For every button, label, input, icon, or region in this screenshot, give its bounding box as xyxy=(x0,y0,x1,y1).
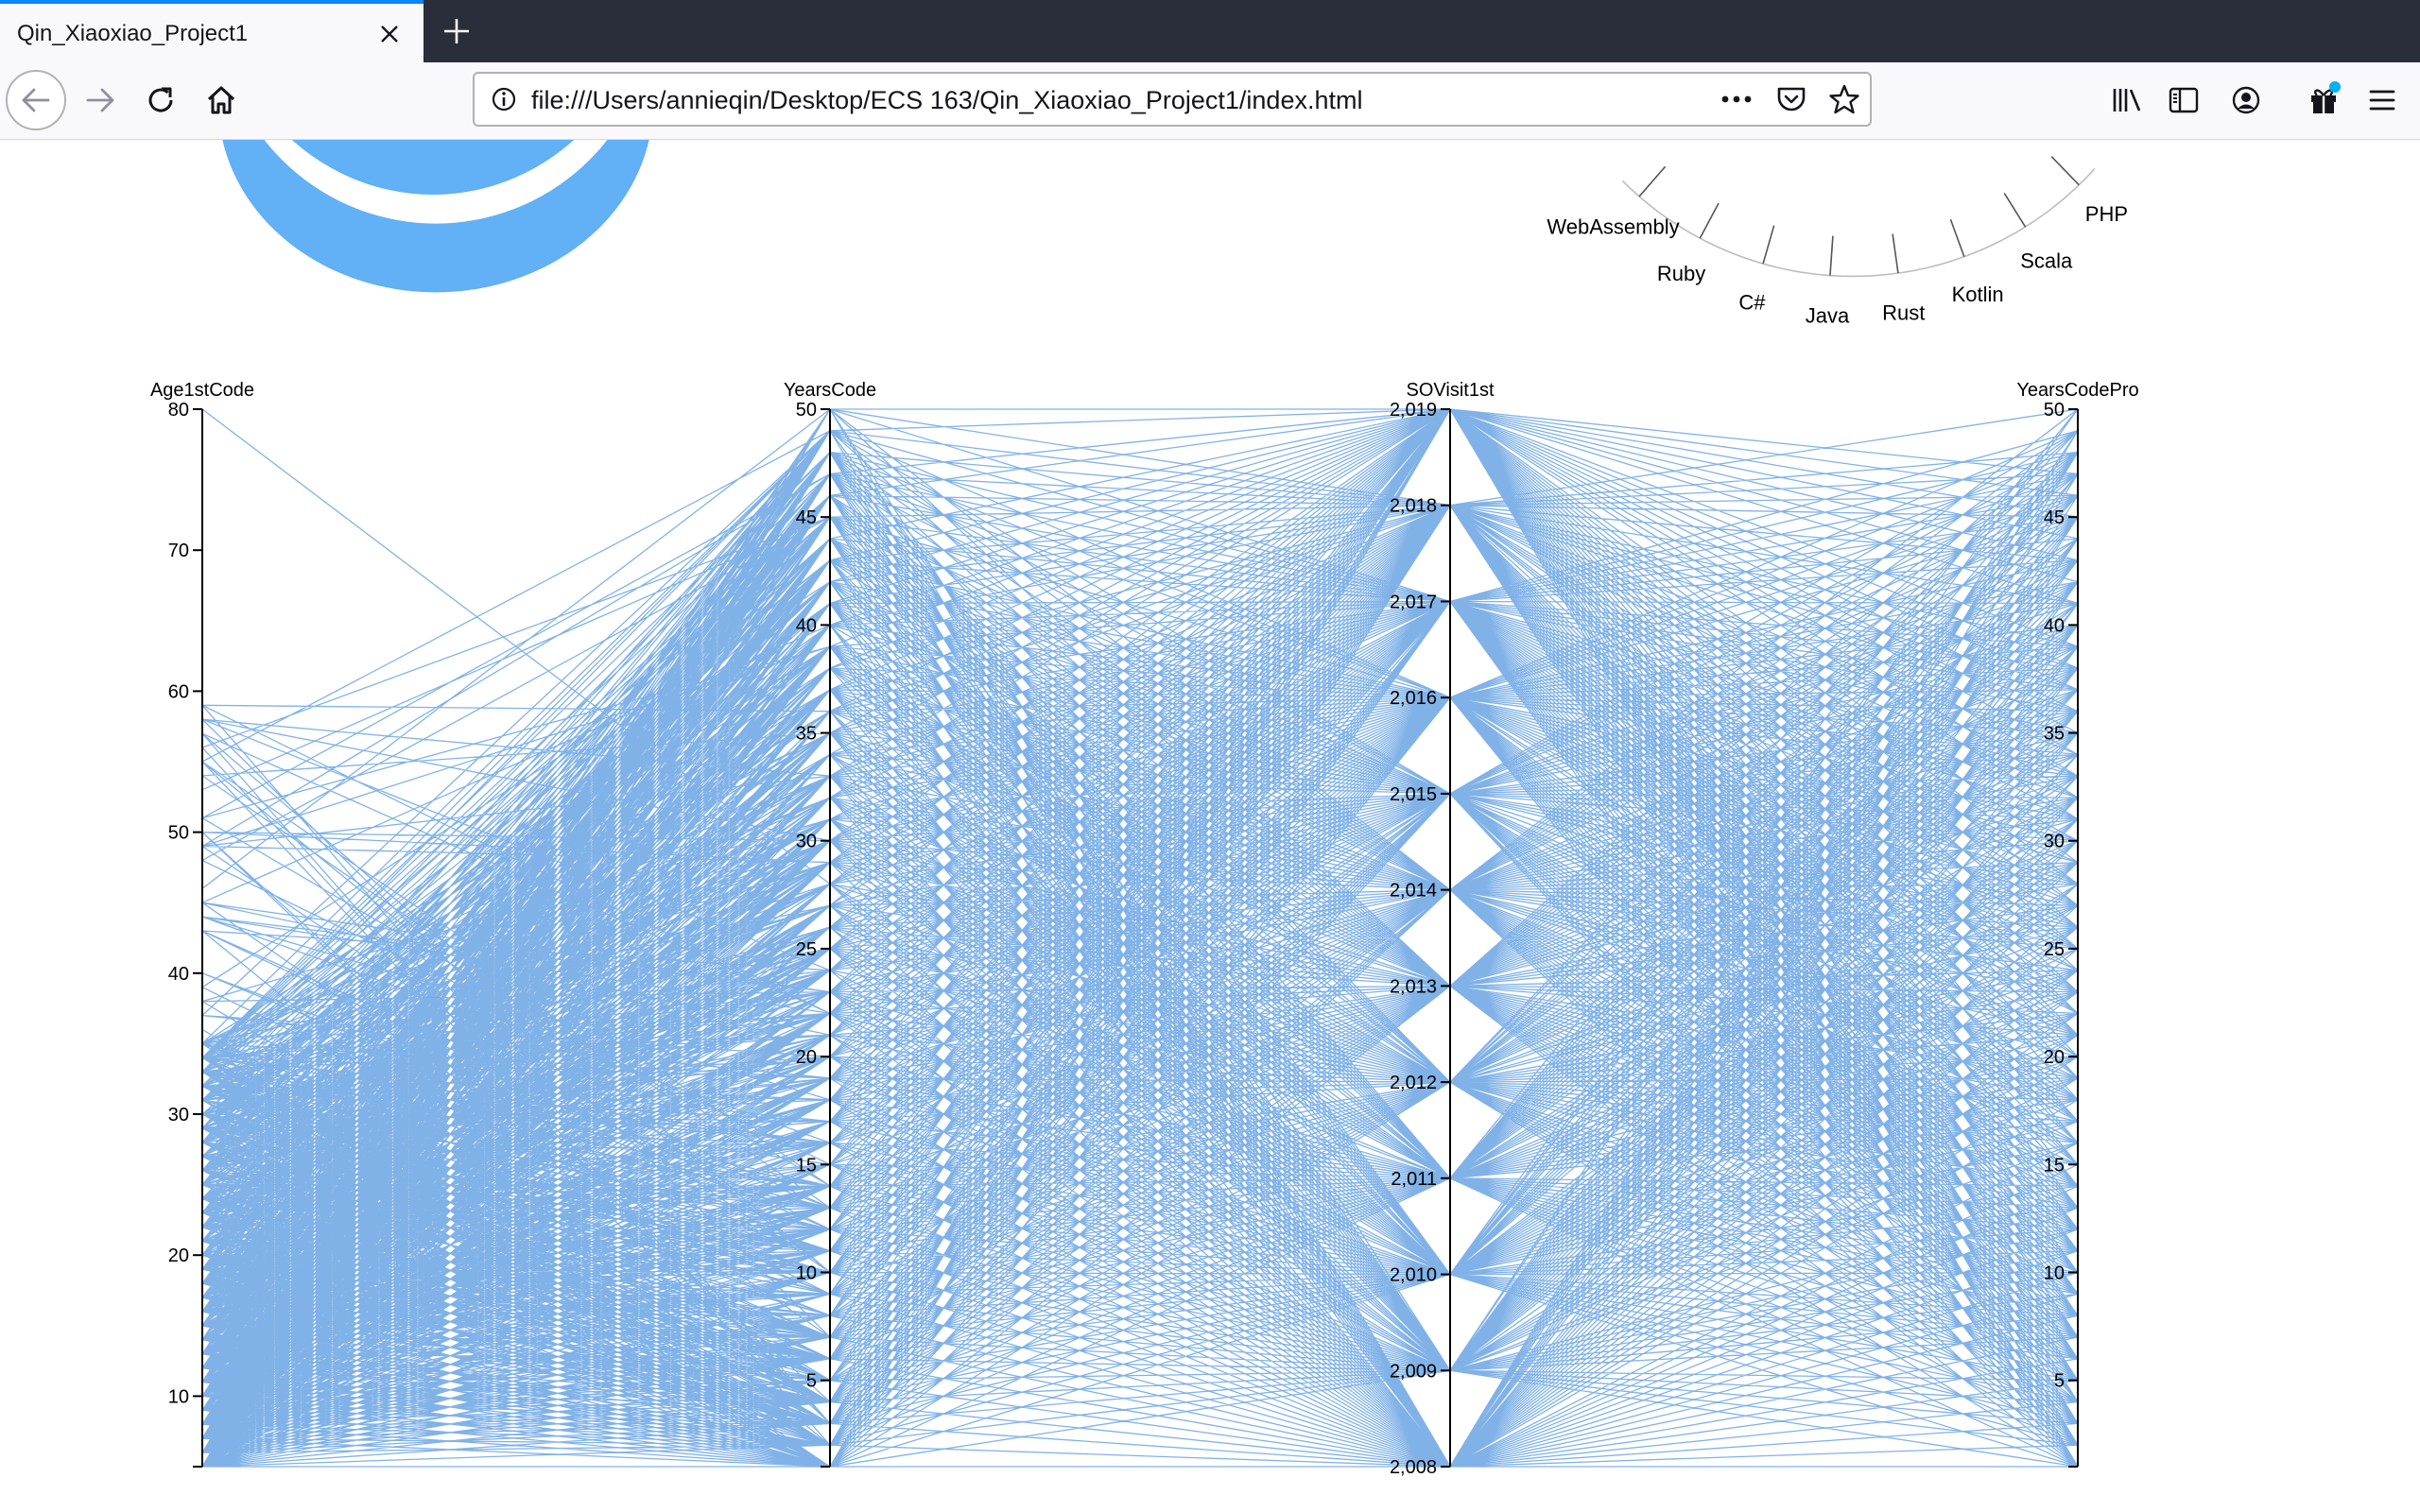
axis-tick-label: 20 xyxy=(168,1246,189,1266)
site-info-icon[interactable] xyxy=(486,81,522,117)
radial-label: Java xyxy=(1806,303,1850,327)
page-actions-icon[interactable] xyxy=(1717,79,1756,119)
pie-chart-arc xyxy=(291,140,575,195)
tab-title: Qin_Xiaoxiao_Project1 xyxy=(17,21,249,46)
radial-label: WebAssembly xyxy=(1547,215,1679,239)
radial-spoke xyxy=(2050,155,2080,186)
sidebar-icon[interactable] xyxy=(2159,76,2208,125)
axis-title: YearsCodePro xyxy=(2016,380,2138,401)
axis-tick-label: 2,019 xyxy=(1390,400,1437,421)
axis-tick-label: 40 xyxy=(168,964,189,985)
axis-age1stcode[interactable]: Age1stCode 10 20 30 40 50 60 70 80 xyxy=(150,380,254,1468)
radial-spoke xyxy=(1762,225,1775,265)
notification-dot xyxy=(2329,81,2341,93)
radial-arc xyxy=(1621,167,2096,278)
forward-arrow-icon[interactable] xyxy=(70,70,130,130)
axis-tick-label: 45 xyxy=(796,507,817,528)
axis-tick-label: 70 xyxy=(168,541,189,561)
gift-icon[interactable] xyxy=(2299,76,2348,125)
axis-tick-label: 60 xyxy=(168,681,189,702)
axis-tick-label: 10 xyxy=(2044,1263,2065,1283)
home-icon[interactable] xyxy=(191,70,251,130)
radial-label: C# xyxy=(1738,290,1766,314)
menu-icon[interactable] xyxy=(2358,76,2407,125)
radial-label: Rust xyxy=(1882,301,1925,325)
axis-yearscode[interactable]: YearsCode 5 10 15 20 25 30 35 40 45 50 xyxy=(784,380,876,1468)
radial-label: Kotlin xyxy=(1952,283,2004,306)
parallel-coordinates-lines xyxy=(201,407,2079,1469)
pocket-icon[interactable] xyxy=(1772,79,1811,119)
axis-tick-label: 30 xyxy=(796,832,817,852)
navigation-toolbar: file:///Users/annieqin/Desktop/ECS 163/Q… xyxy=(0,62,2420,140)
axis-tick-label: 40 xyxy=(796,615,817,636)
radial-spoke xyxy=(1699,202,1720,239)
axis-title: Age1stCode xyxy=(150,380,254,401)
axis-yearscodepro[interactable]: YearsCodePro 5 10 15 20 25 30 35 40 45 50 xyxy=(2016,380,2139,1468)
axis-tick-label: 20 xyxy=(796,1047,817,1068)
axis-tick-label: 30 xyxy=(2044,832,2065,852)
axis-tick-label: 35 xyxy=(2044,724,2065,745)
new-tab-icon[interactable] xyxy=(437,11,476,51)
axis-tick-label: 30 xyxy=(168,1105,189,1125)
polyline-series xyxy=(201,407,2079,1469)
axis-tick-label: 2,008 xyxy=(1390,1457,1437,1478)
radial-label: Scala xyxy=(2020,249,2073,273)
axis-tick-label: 2,009 xyxy=(1390,1361,1437,1382)
axis-tick-label: 15 xyxy=(2044,1155,2065,1176)
axis-tick-label: 2,010 xyxy=(1390,1265,1437,1286)
bookmark-star-icon[interactable] xyxy=(1824,79,1864,119)
axis-tick-label: 2,013 xyxy=(1390,976,1437,997)
axis-tick-label: 2,014 xyxy=(1390,881,1437,902)
axis-tick-label: 2,018 xyxy=(1390,496,1437,517)
axis-title: SOVisit1st xyxy=(1407,380,1495,401)
radial-spoke xyxy=(2003,193,2027,228)
axis-tick-label: 5 xyxy=(806,1371,817,1392)
radial-spoke xyxy=(1892,233,1899,274)
axis-tick-label: 45 xyxy=(2044,507,2065,528)
axis-sovisit1st[interactable]: SOVisit1st 2,008 2,009 2,010 2,011 2,012 2,013… xyxy=(1390,380,1495,1478)
axis-tick-label: 5 xyxy=(2054,1371,2065,1392)
radial-label: PHP xyxy=(2085,202,2128,226)
reload-icon[interactable] xyxy=(130,70,191,130)
axis-tick-label: 50 xyxy=(2044,400,2065,421)
axis-tick-label: 35 xyxy=(796,724,817,745)
axis-tick-label: 80 xyxy=(168,400,189,421)
axis-tick-label: 15 xyxy=(796,1155,817,1176)
close-tab-icon[interactable] xyxy=(372,17,406,51)
url-bar[interactable]: file:///Users/annieqin/Desktop/ECS 163/Q… xyxy=(473,72,1872,127)
axis-tick-label: 2,016 xyxy=(1390,688,1437,709)
axis-tick-label: 25 xyxy=(2044,939,2065,960)
axis-tick-label: 10 xyxy=(168,1386,189,1407)
axis-title: YearsCode xyxy=(784,380,876,401)
tab-active[interactable]: Qin_Xiaoxiao_Project1 xyxy=(0,0,424,62)
back-arrow-icon[interactable] xyxy=(6,70,66,130)
axis-tick-label: 2,017 xyxy=(1390,592,1437,612)
parallel-coordinates-axes: Age1stCode 10 20 30 40 50 60 70 80 YearsCode 5 10 15… xyxy=(150,380,2139,1478)
axis-tick-label: 50 xyxy=(168,823,189,844)
axis-tick-label: 2,011 xyxy=(1391,1169,1437,1190)
radial-spoke xyxy=(1949,218,1965,257)
url-text[interactable]: file:///Users/annieqin/Desktop/ECS 163/Q… xyxy=(531,86,1363,114)
axis-tick-label: 50 xyxy=(796,400,817,421)
page-content: WebAssembly Ruby C# Java Rust Kotlin Scala PHP … xyxy=(0,140,2420,1512)
radial-spoke xyxy=(1829,235,1834,276)
axis-tick-label: 10 xyxy=(796,1263,817,1283)
axis-tick-label: 2,012 xyxy=(1390,1073,1437,1093)
pie-chart-slice xyxy=(222,140,649,293)
axis-tick-label: 40 xyxy=(2044,615,2065,636)
radial-spoke xyxy=(1638,165,1667,198)
axis-tick-label: 20 xyxy=(2044,1047,2065,1068)
radial-label: Ruby xyxy=(1657,262,1705,285)
tab-bar: Qin_Xiaoxiao_Project1 xyxy=(0,0,2420,62)
axis-tick-label: 2,015 xyxy=(1390,784,1437,805)
library-icon[interactable] xyxy=(2102,76,2152,125)
radial-chart-fragment: WebAssembly Ruby C# Java Rust Kotlin Scala PHP xyxy=(1547,155,2128,327)
axis-tick-label: 25 xyxy=(796,939,817,960)
account-icon[interactable] xyxy=(2221,76,2271,125)
